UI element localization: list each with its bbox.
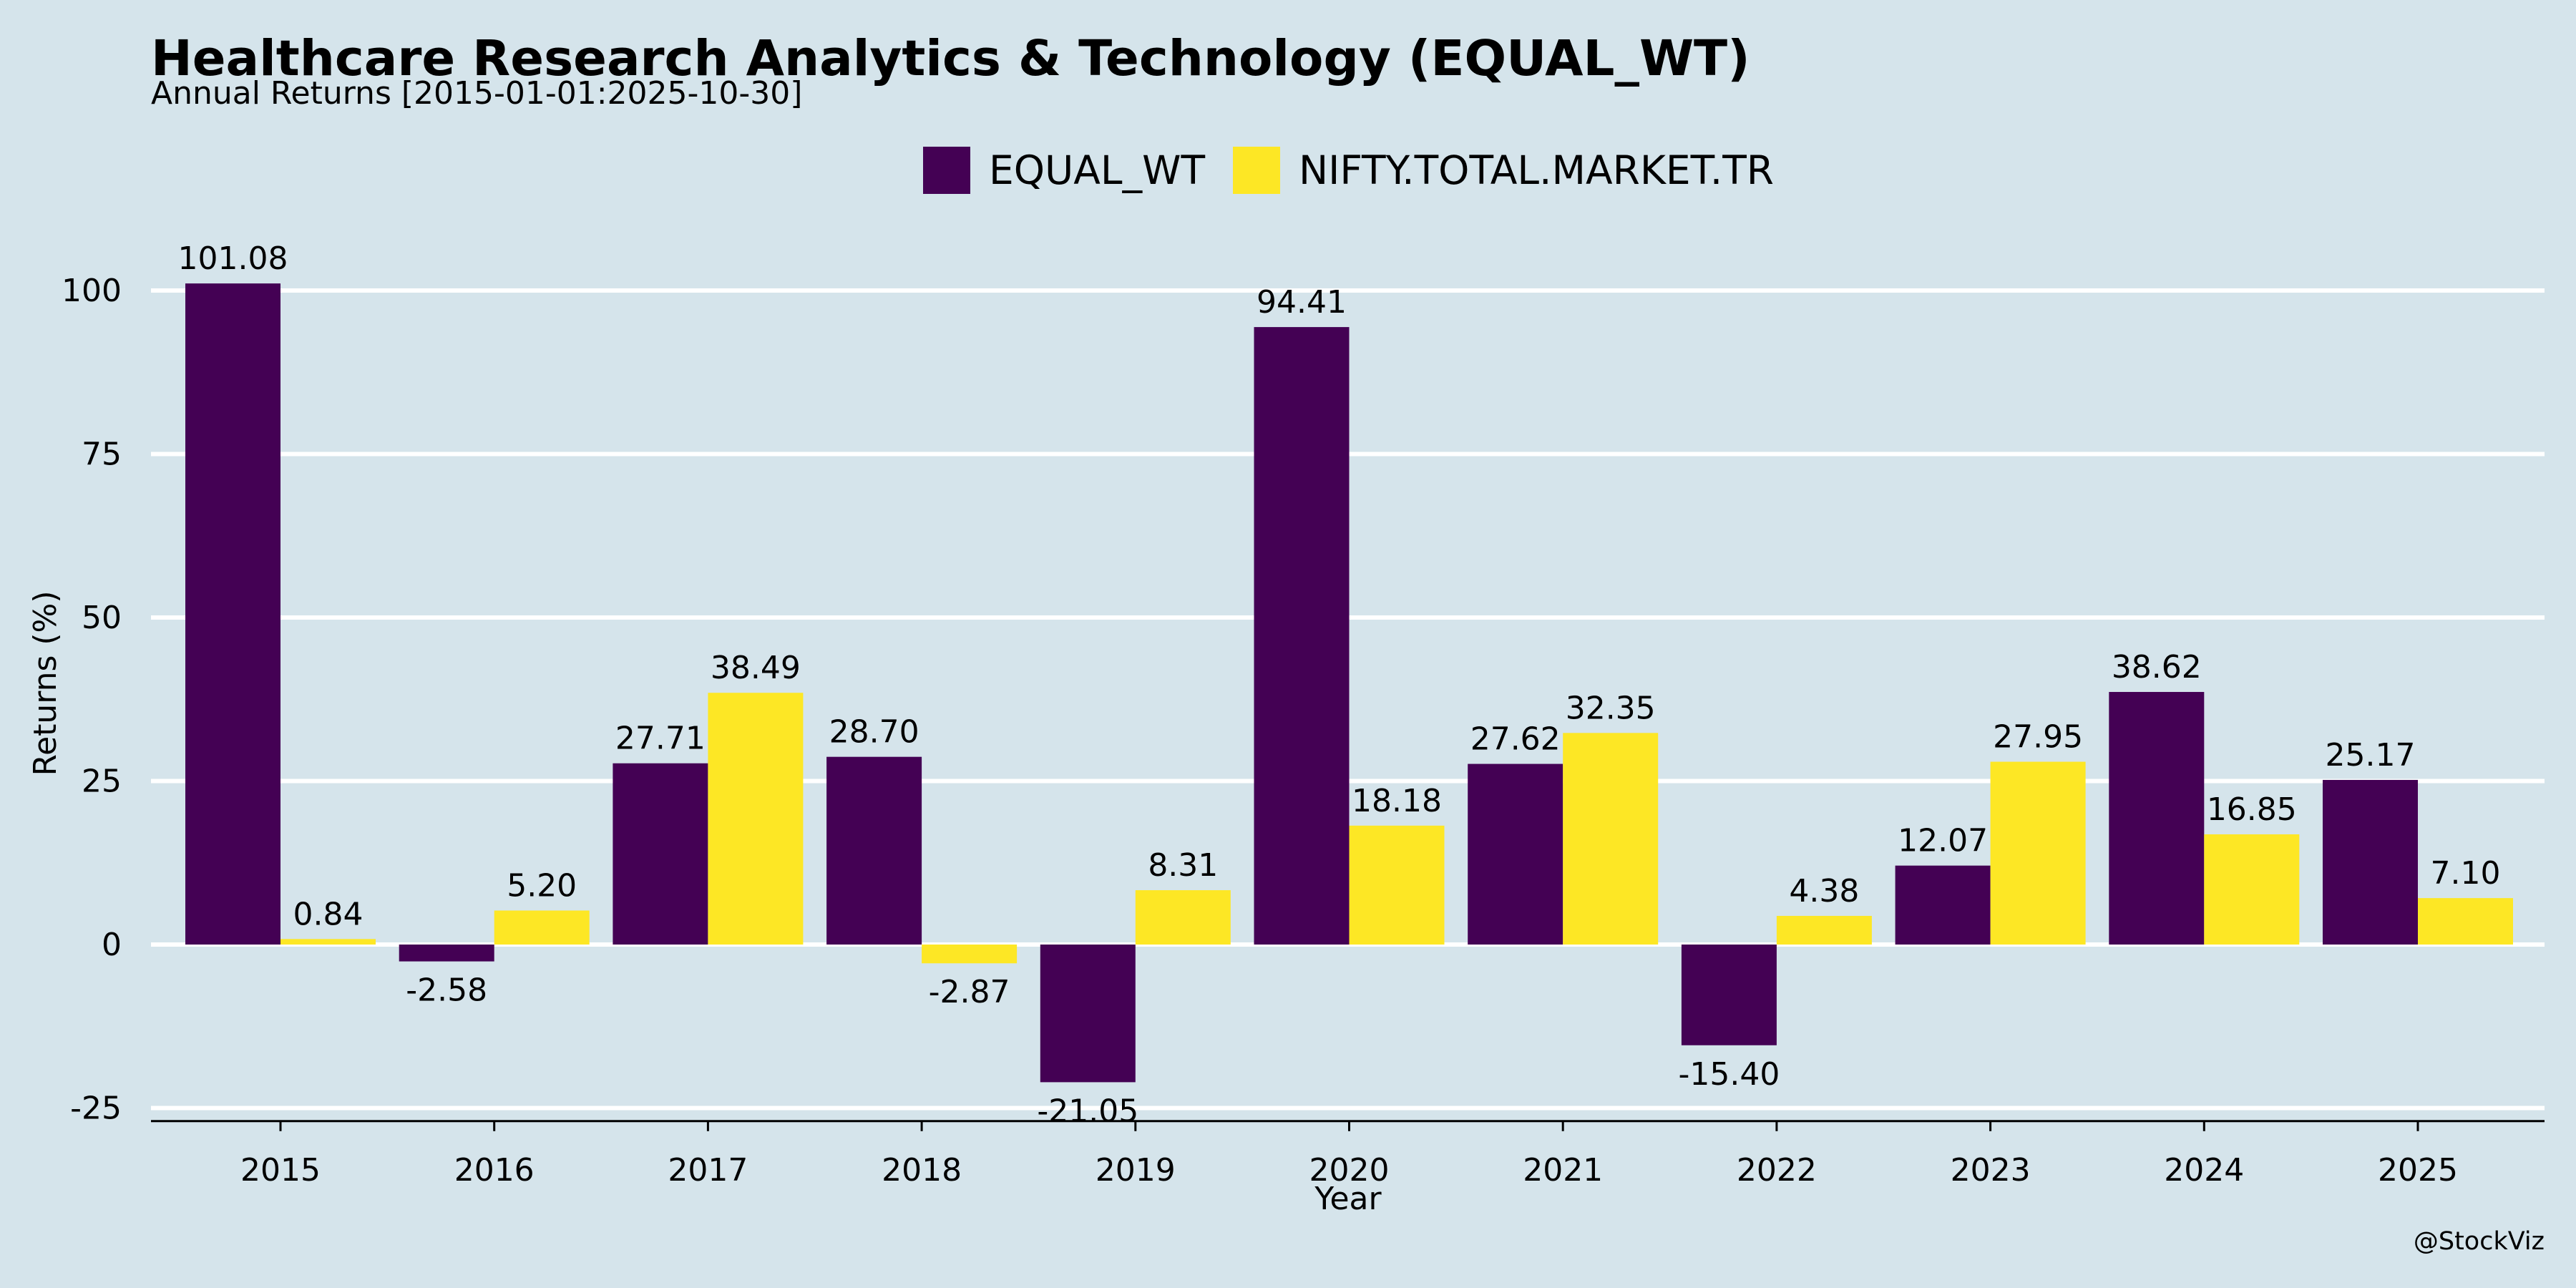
data-label-equal-wt-2019: -21.05 bbox=[1037, 1093, 1138, 1129]
bar-nifty-total-market-tr-2018 bbox=[922, 945, 1018, 964]
data-label-nifty-total-market-tr-2019: 8.31 bbox=[1148, 847, 1218, 884]
data-label-equal-wt-2021: 27.62 bbox=[1470, 721, 1561, 758]
bar-equal-wt-2017 bbox=[613, 763, 708, 945]
x-tick-2022: 2022 bbox=[1737, 1152, 1817, 1189]
x-tick-2015: 2015 bbox=[240, 1152, 321, 1189]
data-label-nifty-total-market-tr-2015: 0.84 bbox=[293, 896, 364, 932]
data-label-equal-wt-2016: -2.58 bbox=[406, 972, 487, 1009]
bars bbox=[185, 283, 2513, 1083]
legend-label-nifty: NIFTY.TOTAL.MARKET.TR bbox=[1299, 147, 1774, 193]
bar-nifty-total-market-tr-2019 bbox=[1135, 890, 1231, 945]
y-tick-50: 50 bbox=[82, 600, 122, 636]
x-axis: 2015 2016 2017 2018 2019 2020 2021 2022 2023 2024… bbox=[151, 1120, 2545, 1189]
y-tick-25: 25 bbox=[82, 763, 122, 800]
legend-swatch-nifty bbox=[1233, 147, 1280, 194]
data-label-nifty-total-market-tr-2023: 27.95 bbox=[1993, 719, 2083, 756]
bar-nifty-total-market-tr-2016 bbox=[494, 910, 590, 945]
bar-nifty-total-market-tr-2025 bbox=[2418, 898, 2513, 945]
data-label-nifty-total-market-tr-2016: 5.20 bbox=[507, 867, 577, 904]
bar-nifty-total-market-tr-2020 bbox=[1349, 825, 1445, 945]
data-label-equal-wt-2015: 101.08 bbox=[178, 240, 288, 277]
x-tick-2016: 2016 bbox=[454, 1152, 535, 1189]
bar-equal-wt-2025 bbox=[2323, 779, 2418, 945]
data-label-nifty-total-market-tr-2018: -2.87 bbox=[929, 974, 1010, 1010]
x-axis-label: Year bbox=[1314, 1181, 1382, 1217]
bar-nifty-total-market-tr-2021 bbox=[1563, 733, 1659, 945]
bar-nifty-total-market-tr-2022 bbox=[1776, 915, 1872, 945]
x-tick-2018: 2018 bbox=[882, 1152, 962, 1189]
x-tick-2019: 2019 bbox=[1096, 1152, 1176, 1189]
data-label-equal-wt-2017: 27.71 bbox=[615, 721, 706, 757]
legend-label-equal-wt: EQUAL_WT bbox=[989, 147, 1205, 193]
data-label-nifty-total-market-tr-2025: 7.10 bbox=[2431, 855, 2501, 892]
bar-nifty-total-market-tr-2017 bbox=[708, 693, 804, 945]
data-label-equal-wt-2018: 28.70 bbox=[829, 714, 919, 751]
bar-equal-wt-2019 bbox=[1040, 945, 1136, 1083]
data-label-nifty-total-market-tr-2020: 18.18 bbox=[1352, 783, 1442, 819]
data-label-equal-wt-2024: 38.62 bbox=[2112, 649, 2202, 686]
x-tick-2017: 2017 bbox=[668, 1152, 748, 1189]
legend: EQUAL_WT NIFTY.TOTAL.MARKET.TR bbox=[923, 147, 1774, 194]
credit-text: @StockViz bbox=[2414, 1227, 2545, 1256]
bar-nifty-total-market-tr-2023 bbox=[1990, 761, 2086, 945]
bar-nifty-total-market-tr-2024 bbox=[2204, 834, 2300, 945]
data-label-equal-wt-2020: 94.41 bbox=[1257, 284, 1347, 321]
bar-equal-wt-2021 bbox=[1468, 763, 1563, 945]
bar-equal-wt-2018 bbox=[826, 756, 922, 945]
chart-title: Healthcare Research Analytics & Technolo… bbox=[151, 30, 1750, 87]
data-label-nifty-total-market-tr-2024: 16.85 bbox=[2207, 791, 2297, 828]
bar-equal-wt-2023 bbox=[1895, 865, 1991, 945]
y-tick-0: 0 bbox=[102, 927, 122, 963]
legend-swatch-equal-wt bbox=[923, 147, 970, 194]
x-tick-2024: 2024 bbox=[2164, 1152, 2244, 1189]
data-label-equal-wt-2025: 25.17 bbox=[2326, 737, 2416, 774]
y-tick-75: 75 bbox=[82, 436, 122, 473]
bar-equal-wt-2024 bbox=[2109, 692, 2205, 945]
data-label-nifty-total-market-tr-2017: 38.49 bbox=[711, 650, 801, 686]
x-tick-2023: 2023 bbox=[1951, 1152, 2031, 1189]
data-label-equal-wt-2022: -15.40 bbox=[1678, 1056, 1780, 1093]
bar-equal-wt-2020 bbox=[1254, 327, 1350, 945]
x-tick-2025: 2025 bbox=[2378, 1152, 2458, 1189]
y-axis-label: Returns (%) bbox=[27, 590, 64, 776]
y-tick-labels: -25 0 25 50 75 100 bbox=[62, 273, 122, 1127]
y-tick-100: 100 bbox=[62, 273, 122, 309]
data-label-equal-wt-2023: 12.07 bbox=[1898, 823, 1988, 859]
data-label-nifty-total-market-tr-2022: 4.38 bbox=[1789, 873, 1859, 909]
bar-equal-wt-2016 bbox=[399, 945, 494, 962]
chart-subtitle: Annual Returns [2015-01-01:2025-10-30] bbox=[151, 75, 802, 112]
bar-equal-wt-2022 bbox=[1681, 945, 1777, 1045]
x-tick-2020: 2020 bbox=[1309, 1152, 1390, 1189]
bar-equal-wt-2015 bbox=[185, 283, 280, 945]
bar-nifty-total-market-tr-2015 bbox=[280, 939, 376, 945]
x-tick-2021: 2021 bbox=[1523, 1152, 1603, 1189]
y-tick-25: -25 bbox=[70, 1091, 122, 1127]
data-label-nifty-total-market-tr-2021: 32.35 bbox=[1566, 690, 1656, 726]
